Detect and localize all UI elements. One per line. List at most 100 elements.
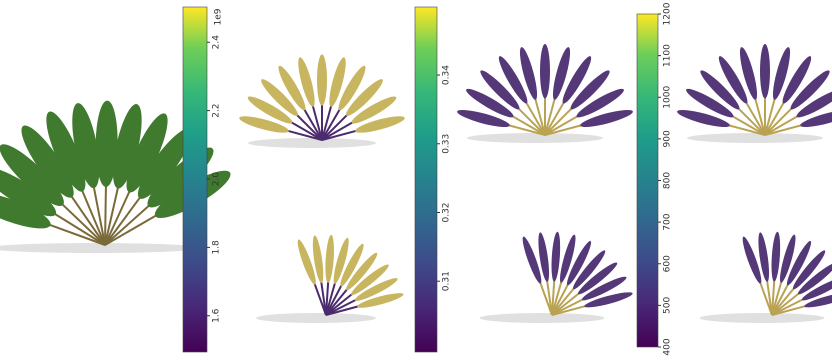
stem (764, 124, 803, 136)
plant (699, 231, 832, 323)
stem (321, 113, 349, 141)
tick-label: 2.4 (212, 35, 222, 50)
stem (771, 292, 800, 316)
stem (737, 107, 766, 136)
plant (457, 44, 633, 143)
stem (104, 189, 132, 246)
leaf (95, 100, 118, 187)
leaf (457, 109, 510, 128)
leaf (239, 116, 289, 133)
plant (677, 44, 832, 143)
plant-renderings (0, 44, 832, 323)
stem (320, 281, 327, 316)
leaf (466, 88, 514, 118)
leaf (498, 56, 528, 104)
stem (290, 121, 323, 141)
plant-shadow (256, 313, 376, 323)
stem (321, 121, 354, 141)
leaf (584, 292, 633, 308)
leaf (677, 109, 730, 128)
leaf (333, 237, 349, 284)
leaf (804, 292, 832, 308)
tick-label: 0.34 (442, 65, 452, 85)
stem (771, 304, 807, 316)
stem (764, 97, 776, 136)
leaf (325, 234, 334, 283)
leaf (576, 88, 624, 118)
stem (534, 97, 546, 136)
leaf (522, 236, 542, 284)
leaf (758, 232, 770, 282)
plant (479, 231, 633, 323)
tick-label: 2.2 (212, 103, 222, 117)
plant-shadow (0, 243, 203, 253)
leaf (338, 65, 366, 111)
offset-label: 1e9 (214, 8, 224, 25)
tick-label: 500 (663, 297, 673, 314)
stem (104, 213, 159, 246)
stem (759, 281, 773, 316)
stem (104, 184, 107, 246)
stem (104, 203, 151, 246)
leaf (742, 236, 762, 284)
stem (69, 194, 106, 246)
stem (104, 195, 142, 246)
leaf (552, 47, 571, 100)
leaf (800, 109, 832, 128)
stem (325, 293, 353, 316)
leaf (780, 234, 796, 283)
stem (507, 124, 546, 136)
leaf (739, 47, 758, 100)
leaf (760, 44, 770, 99)
leaf (137, 128, 193, 199)
leaf (126, 113, 168, 193)
plant-shadow (687, 133, 823, 143)
leaf (797, 262, 832, 295)
leaf (297, 239, 316, 285)
stem (544, 115, 579, 136)
leaf (354, 278, 398, 301)
stem (313, 282, 327, 316)
stem (321, 104, 333, 141)
stem (771, 280, 783, 316)
stem (764, 115, 799, 136)
leaf (247, 96, 293, 124)
stem (771, 283, 790, 316)
stem (325, 284, 343, 316)
stem (52, 212, 106, 246)
leaf (771, 231, 781, 282)
stem (286, 129, 323, 141)
stem (92, 185, 106, 246)
leaf (540, 44, 550, 99)
stem (321, 129, 358, 141)
tick-label: 1100 (663, 44, 673, 67)
leaf (538, 232, 550, 282)
tick-label: 400 (663, 338, 673, 355)
leaf (346, 252, 378, 291)
leaf (112, 104, 142, 189)
stem (303, 108, 323, 141)
leaf (345, 79, 383, 117)
leaf (772, 47, 791, 100)
tick-label: 900 (663, 130, 673, 147)
leaf (329, 57, 346, 107)
stem (551, 292, 580, 316)
plant-shadow (479, 313, 605, 323)
stem (311, 104, 323, 141)
leaf (0, 166, 57, 217)
tick-label: 0.33 (442, 134, 452, 154)
stem (295, 113, 323, 141)
leaf (786, 240, 812, 286)
stem (325, 282, 337, 316)
tick-label: 0.31 (442, 271, 452, 291)
tick-label: 700 (663, 213, 673, 230)
leaf (261, 79, 299, 117)
stem (764, 101, 785, 136)
colorbars: 1.6 1.8 2.0 2.2 2.4 1e9 0.31 0.32 0.33 0.34 400 500… (182, 2, 673, 356)
plant (239, 54, 405, 148)
leaf (480, 70, 520, 110)
leaf (796, 88, 832, 118)
stem (60, 202, 106, 246)
stem (325, 288, 349, 316)
leaf (355, 116, 405, 133)
